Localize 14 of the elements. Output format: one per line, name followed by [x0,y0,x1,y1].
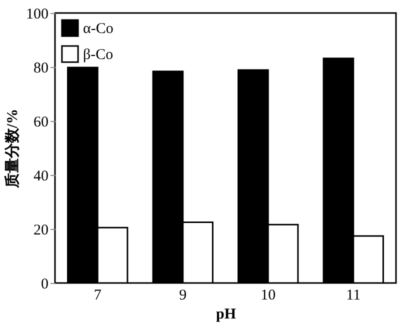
legend-label: β-Co [83,47,114,63]
y-axis-title: 质量分数/% [4,108,21,190]
x-axis-title: pH [216,306,236,322]
x-tick-label: 10 [260,288,276,304]
y-tick-label: 40 [34,168,48,184]
y-tick-label: 100 [26,6,48,22]
y-tick-label: 20 [34,222,48,238]
y-tick-label: 0 [41,276,48,292]
legend-label: α-Co [83,21,114,37]
x-tick-label: 7 [94,288,102,304]
x-tick-label: 11 [346,288,361,304]
y-tick-label: 60 [34,114,48,130]
x-tick-label: 9 [179,288,187,304]
y-tick-label: 80 [34,60,48,76]
